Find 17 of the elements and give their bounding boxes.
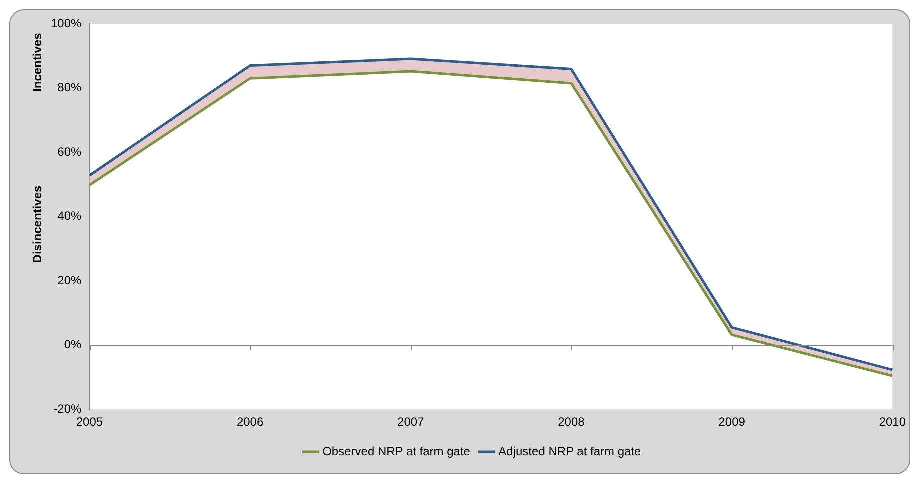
x-tick-label: 2010 — [879, 415, 906, 430]
x-tick-label: 2005 — [76, 415, 104, 430]
x-tick-label: 2007 — [398, 415, 425, 430]
x-tick-label: 2008 — [558, 415, 586, 430]
y-tick-label: 60% — [58, 144, 82, 159]
y-tick-label: 20% — [58, 273, 82, 288]
x-tick-label: 2009 — [718, 415, 746, 430]
y-tick-label: 80% — [58, 80, 82, 95]
y-tick-label: -20% — [54, 402, 82, 416]
legend-label: Adjusted NRP at farm gate — [498, 444, 642, 458]
y-tick-label: 0% — [64, 338, 82, 352]
y-tick-label: 40% — [58, 209, 82, 224]
text: Incentives — [30, 32, 44, 92]
x-tick-label: 2006 — [236, 415, 264, 430]
legend-label: Observed NRP at farm gate — [322, 444, 471, 458]
y-tick-label: 100% — [50, 16, 82, 30]
text: Disincentives — [30, 186, 44, 264]
